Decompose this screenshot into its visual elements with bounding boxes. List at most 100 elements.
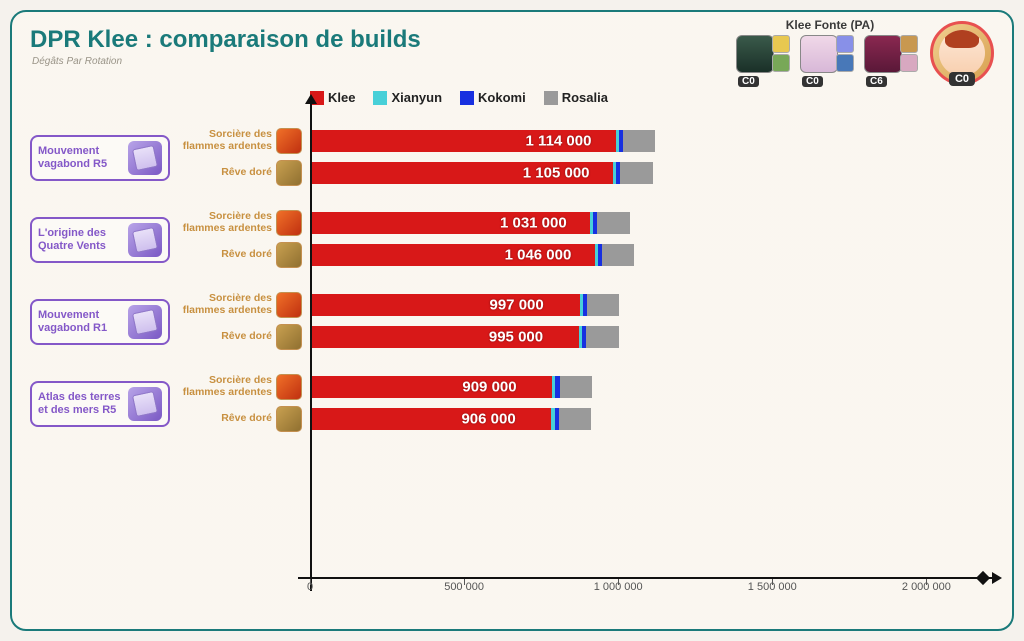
x-tick-mark: [310, 579, 311, 585]
bar-total-label: 909 000: [462, 379, 516, 396]
legend-swatch: [544, 91, 558, 105]
weapon-icon: [128, 141, 162, 175]
hero-constellation-badge: C0: [949, 72, 975, 86]
legend-item: Rosalia: [544, 90, 608, 105]
constellation-badge: C6: [866, 76, 887, 87]
y-axis-arrow-icon: [305, 94, 317, 104]
bar-total-label: 1 105 000: [523, 165, 590, 182]
weapon-icon: [128, 305, 162, 339]
legend-swatch: [460, 91, 474, 105]
weapon-label-block: Mouvement vagabond R5: [30, 135, 170, 181]
artifact-name: Rêve doré: [221, 413, 272, 425]
weapon-name: Atlas des terres et des mers R5: [38, 391, 122, 416]
bars-container: 1 114 000 1 105 000 1 031 000 1 046 000 997 …: [312, 120, 984, 571]
artifact-icon: [276, 242, 302, 268]
bar-segment-rosalia: [559, 408, 591, 430]
weapon-name: L'origine des Quatre Vents: [38, 227, 122, 252]
artifact-label: Rêve doré: [180, 324, 302, 350]
bar-total-label: 906 000: [461, 411, 515, 428]
artifact-icon: [276, 292, 302, 318]
artifact-icon: [276, 210, 302, 236]
bar-row: 1 105 000: [312, 162, 653, 184]
legend-label: Rosalia: [562, 90, 608, 105]
team-portrait: [864, 35, 902, 73]
left-labels-column: Sorcière des flammes ardentes Rêve doré …: [30, 112, 306, 579]
bar-segment-rosalia: [620, 162, 652, 184]
team-header: Klee Fonte (PA) C0 C0 C6 C0: [736, 18, 994, 87]
artifact-label: Sorcière des flammes ardentes: [180, 128, 302, 154]
bar-total-label: 997 000: [490, 297, 544, 314]
legend: Klee Xianyun Kokomi Rosalia: [310, 90, 608, 105]
x-axis-arrow-icon: [992, 572, 1002, 584]
bar-row: 1 046 000: [312, 244, 634, 266]
bar-total-label: 995 000: [489, 329, 543, 346]
artifact-label: Rêve doré: [180, 160, 302, 186]
artifact-label: Rêve doré: [180, 406, 302, 432]
weapon-name: Mouvement vagabond R5: [38, 145, 122, 170]
artifact-name: Sorcière des flammes ardentes: [180, 129, 272, 152]
x-tick-mark: [926, 579, 927, 585]
weapon-icon: [128, 387, 162, 421]
legend-label: Kokomi: [478, 90, 526, 105]
team-artifact-icon: [900, 54, 918, 72]
x-axis: [298, 577, 996, 579]
chart-card: DPR Klee : comparaison de builds Dégâts …: [10, 10, 1014, 631]
artifact-name: Sorcière des flammes ardentes: [180, 375, 272, 398]
bar-total-label: 1 031 000: [500, 215, 567, 232]
bar-row: 1 114 000: [312, 130, 655, 152]
artifact-name: Rêve doré: [221, 167, 272, 179]
artifact-icon: [276, 374, 302, 400]
bar-row: 909 000: [312, 376, 592, 398]
bar-total-label: 1 046 000: [505, 247, 572, 264]
x-tick-mark: [618, 579, 619, 585]
team-artifact-icon: [900, 35, 918, 53]
team-label: Klee Fonte (PA): [786, 18, 874, 32]
bar-segment-rosalia: [602, 244, 634, 266]
weapon-label-block: Atlas des terres et des mers R5: [30, 381, 170, 427]
x-ticks: 0500 0001 000 0001 500 0002 000 000: [310, 581, 984, 601]
legend-label: Xianyun: [391, 90, 442, 105]
artifact-label: Rêve doré: [180, 242, 302, 268]
artifact-icon: [276, 324, 302, 350]
weapon-icon: [128, 223, 162, 257]
bar-row: 997 000: [312, 294, 619, 316]
team-artifact-icon: [772, 35, 790, 53]
legend-item: Kokomi: [460, 90, 526, 105]
team-artifact-icon: [836, 35, 854, 53]
bar-row: 1 031 000: [312, 212, 630, 234]
artifact-label: Sorcière des flammes ardentes: [180, 210, 302, 236]
team-slot: C6: [864, 35, 924, 87]
x-tick-mark: [464, 579, 465, 585]
bar-segment-rosalia: [586, 326, 618, 348]
artifact-icon: [276, 160, 302, 186]
legend-label: Klee: [328, 90, 355, 105]
bar-total-label: 1 114 000: [526, 133, 592, 150]
artifact-name: Sorcière des flammes ardentes: [180, 211, 272, 234]
plot-area: 0500 0001 000 0001 500 0002 000 000 1 11…: [310, 112, 984, 579]
bar-segment-rosalia: [623, 130, 655, 152]
team-row: C0 C0 C6: [736, 35, 924, 87]
constellation-badge: C0: [802, 76, 823, 87]
team-slot: C0: [736, 35, 796, 87]
artifact-icon: [276, 128, 302, 154]
team-artifact-icon: [772, 54, 790, 72]
constellation-badge: C0: [738, 76, 759, 87]
artifact-name: Sorcière des flammes ardentes: [180, 293, 272, 316]
weapon-label-block: Mouvement vagabond R1: [30, 299, 170, 345]
bar-segment-rosalia: [597, 212, 629, 234]
bar-segment-rosalia: [587, 294, 619, 316]
legend-item: Xianyun: [373, 90, 442, 105]
artifact-label: Sorcière des flammes ardentes: [180, 292, 302, 318]
team-portrait: [736, 35, 774, 73]
chart-area: Klee Xianyun Kokomi Rosalia Sorcière des fl…: [30, 90, 994, 609]
hero-avatar: C0: [930, 21, 994, 85]
artifact-name: Rêve doré: [221, 331, 272, 343]
bar-row: 995 000: [312, 326, 619, 348]
weapon-name: Mouvement vagabond R1: [38, 309, 122, 334]
artifact-icon: [276, 406, 302, 432]
team-portrait: [800, 35, 838, 73]
team-artifact-icon: [836, 54, 854, 72]
x-tick-mark: [772, 579, 773, 585]
legend-swatch: [373, 91, 387, 105]
artifact-label: Sorcière des flammes ardentes: [180, 374, 302, 400]
